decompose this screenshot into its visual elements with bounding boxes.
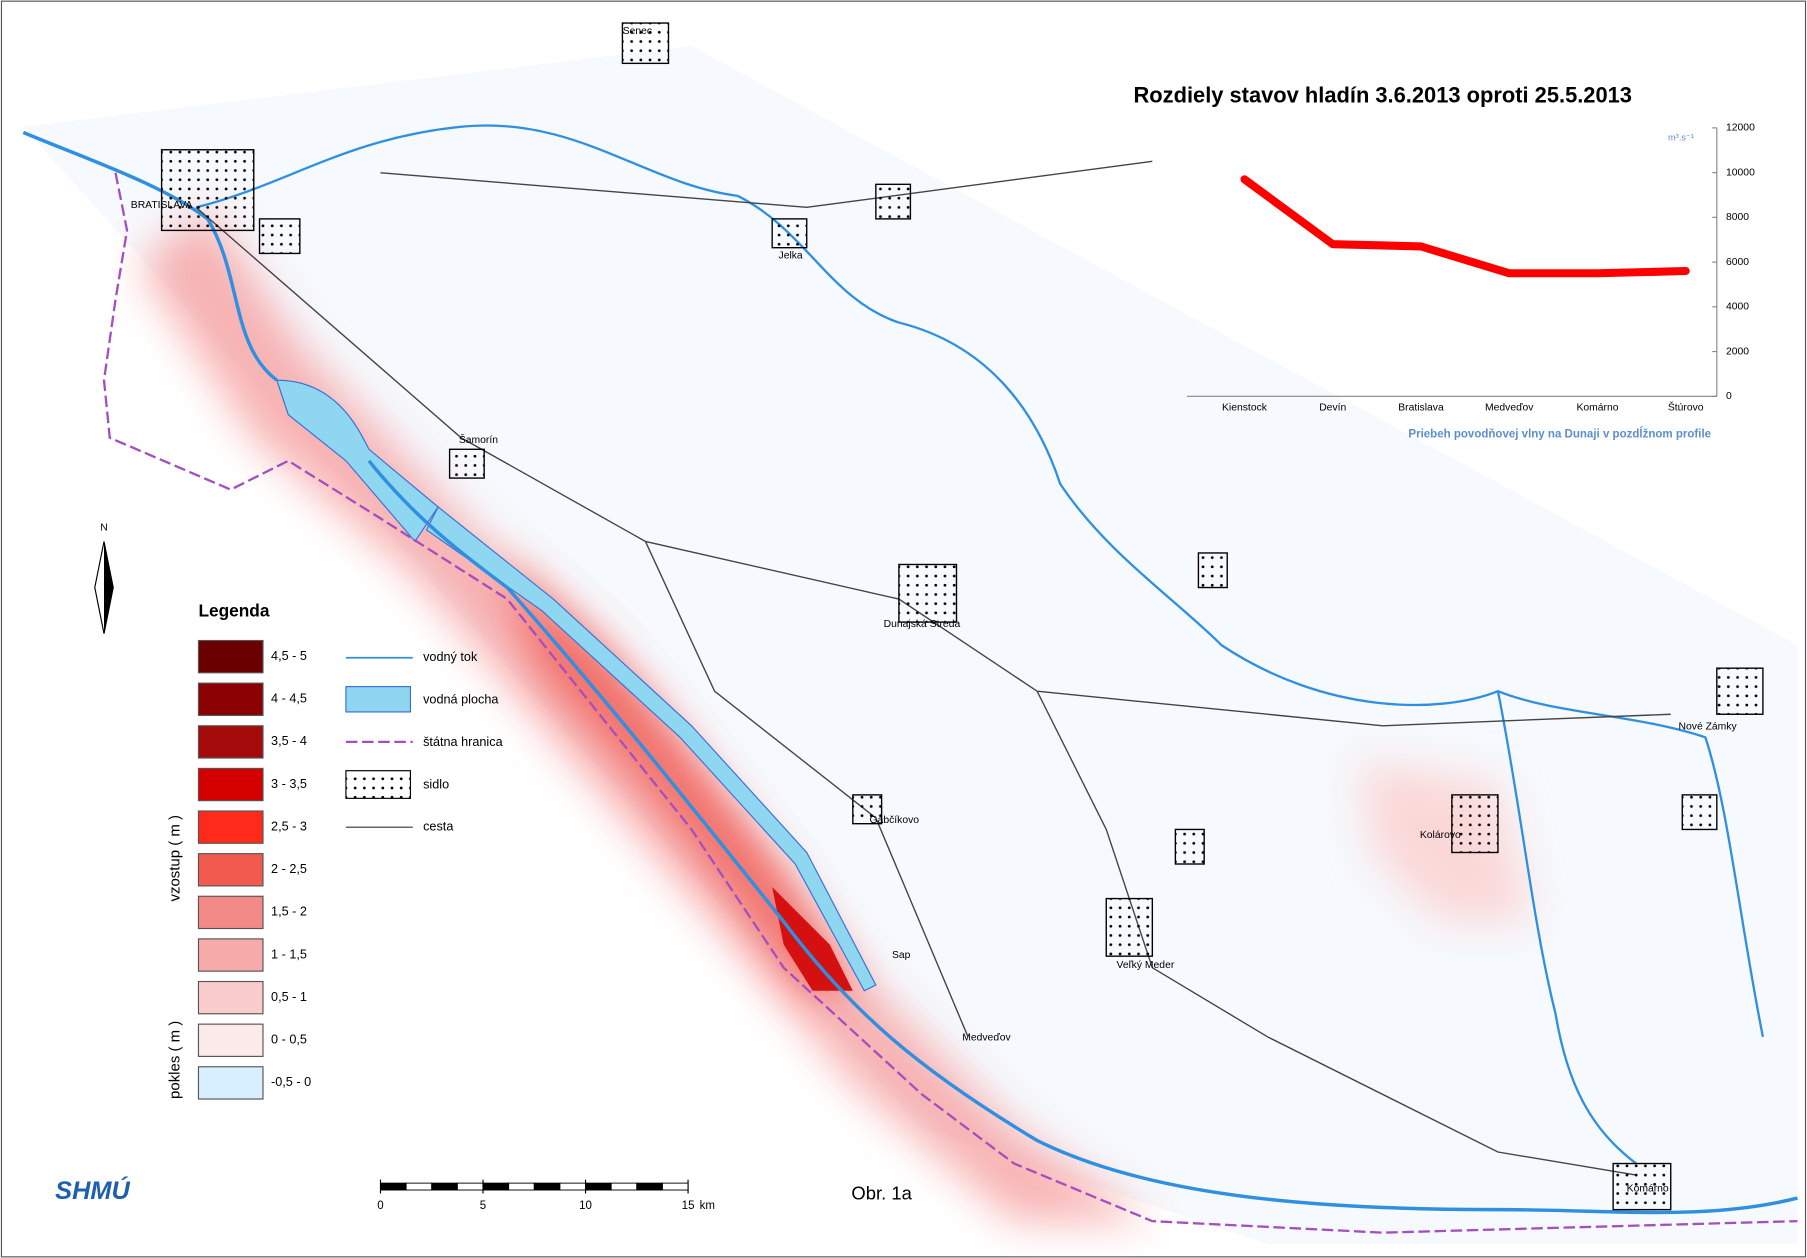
x-tick-label: Kienstock [1222, 403, 1268, 414]
scale-segment [508, 1182, 535, 1191]
legend-label: 0 - 0,5 [271, 1033, 307, 1047]
scale-label: 10 [579, 1200, 592, 1212]
legend-label: 2 - 2,5 [271, 862, 307, 876]
scale-segment [610, 1182, 638, 1191]
group-label: pokles ( m ) [166, 1021, 183, 1099]
map-art [22, 22, 1798, 1245]
river [1496, 690, 1637, 1165]
logo: SHMÚ [55, 1176, 130, 1205]
unit-label: m³.s⁻¹ [1668, 133, 1694, 143]
rise-zone-max [772, 887, 853, 991]
x-tick-label: Komárno [1576, 403, 1618, 414]
legend-label: 0,5 - 1 [271, 990, 307, 1004]
scale-segment [585, 1182, 612, 1191]
y-tick-label: 2000 [1726, 346, 1749, 357]
legend-label: -0,5 - 0 [271, 1075, 311, 1089]
legend-swatch [197, 682, 264, 716]
area [23, 46, 1798, 1245]
legend-label: 3 - 3,5 [271, 777, 307, 791]
place-label: Kolárovo [1420, 830, 1461, 841]
series-line [1240, 175, 1690, 278]
x-tick-label: Štúrovo [1668, 401, 1704, 414]
rise-zone-high [495, 552, 853, 991]
place-label: Nové Zámky [1679, 722, 1738, 733]
scale-label: 0 [377, 1200, 383, 1212]
map-title: Rozdiely stavov hladín 3.6.2013 oproti 2… [1133, 83, 1631, 108]
legend-swatch [197, 767, 264, 802]
inset-chart: m³.s⁻¹ Priebeh povodňovej vlny na Dunaji… [1186, 123, 1755, 440]
legend: Legenda vzostup ( m ) pokles ( m ) 4,5 -… [166, 600, 504, 1100]
scale-label: 5 [480, 1200, 486, 1212]
place-label: Gabčíkovo [870, 815, 920, 826]
north-arrow-half [104, 541, 114, 634]
place-label: Medveďov [962, 1033, 1011, 1044]
y-tick-label: 12000 [1726, 123, 1755, 134]
place-label: Sap [892, 950, 911, 961]
place-label: Šamorín [459, 433, 498, 446]
reservoir [276, 379, 439, 543]
legend-swatch [197, 725, 264, 759]
symbol-settlement [345, 770, 412, 799]
north-arrow: N [94, 522, 114, 634]
legend-label: 2,5 - 3 [271, 819, 307, 833]
legend-swatch [197, 1023, 264, 1057]
legend-label: 3,5 - 4 [271, 734, 307, 748]
legend-label: vodný tok [423, 650, 478, 664]
road [195, 160, 1671, 1176]
scale-segment [533, 1182, 561, 1191]
legend-swatch [197, 639, 264, 674]
group-label: vzostup ( m ) [166, 815, 183, 902]
legend-swatch [197, 1066, 264, 1100]
scale-segment [431, 1182, 458, 1191]
scale-segment [456, 1182, 484, 1191]
scale-segment [661, 1182, 689, 1191]
x-tick-label: Bratislava [1398, 403, 1444, 414]
legend-label: 4 - 4,5 [271, 692, 307, 706]
legend-swatch [197, 895, 264, 930]
place-label: BRATISLAVA [131, 200, 193, 211]
scale-bar: 0 5 10 15 km [377, 1179, 715, 1212]
scale-segment [405, 1182, 433, 1191]
place-labels: Senec BRATISLAVA Jelka Šamorín Dunajská Stre… [131, 26, 1738, 1195]
legend-label: cesta [423, 820, 454, 834]
figure-label: Obr. 1a [851, 1183, 912, 1204]
symbol-water [345, 686, 412, 713]
scale-label: 15 [682, 1200, 695, 1212]
y-tick-label: 8000 [1726, 212, 1749, 223]
x-tick-label: Medveďov [1485, 403, 1534, 414]
y-tick-label: 4000 [1726, 302, 1749, 313]
scale-segment [559, 1182, 587, 1191]
place-label: Senec [623, 26, 652, 37]
place-label: Dunajská Streda [884, 619, 961, 630]
legend-swatch [197, 980, 264, 1015]
legend-label: 1,5 - 2 [271, 905, 307, 919]
state-border [102, 172, 1798, 1234]
y-tick-label: 0 [1726, 391, 1732, 402]
scale-segment [482, 1182, 510, 1191]
chart-caption: Priebeh povodňovej vlny na Dunaji v pozd… [1408, 426, 1711, 440]
legend-label: 1 - 1,5 [271, 947, 307, 961]
legend-label: štátna hranica [423, 735, 503, 749]
scale-segment [380, 1182, 407, 1191]
y-tick-label: 6000 [1726, 257, 1749, 268]
y-tick-label: 10000 [1726, 167, 1755, 178]
north-label: N [100, 522, 107, 533]
legend-label: sidlo [423, 777, 449, 791]
scale-unit: km [700, 1200, 715, 1212]
legend-swatch [197, 810, 264, 844]
legend-title: Legenda [198, 600, 269, 620]
legend-label: vodná plocha [423, 693, 499, 707]
settlements [160, 22, 1764, 1211]
river [195, 124, 1765, 1038]
place-label: Jelka [779, 250, 803, 261]
legend-swatch [197, 938, 264, 972]
place-label: Veľký Meder [1117, 960, 1175, 971]
legend-swatch [197, 853, 264, 887]
place-label: Komárno [1627, 1184, 1669, 1195]
legend-label: 4,5 - 5 [271, 649, 307, 663]
x-tick-label: Devín [1319, 403, 1346, 414]
scale-segment [636, 1182, 663, 1191]
